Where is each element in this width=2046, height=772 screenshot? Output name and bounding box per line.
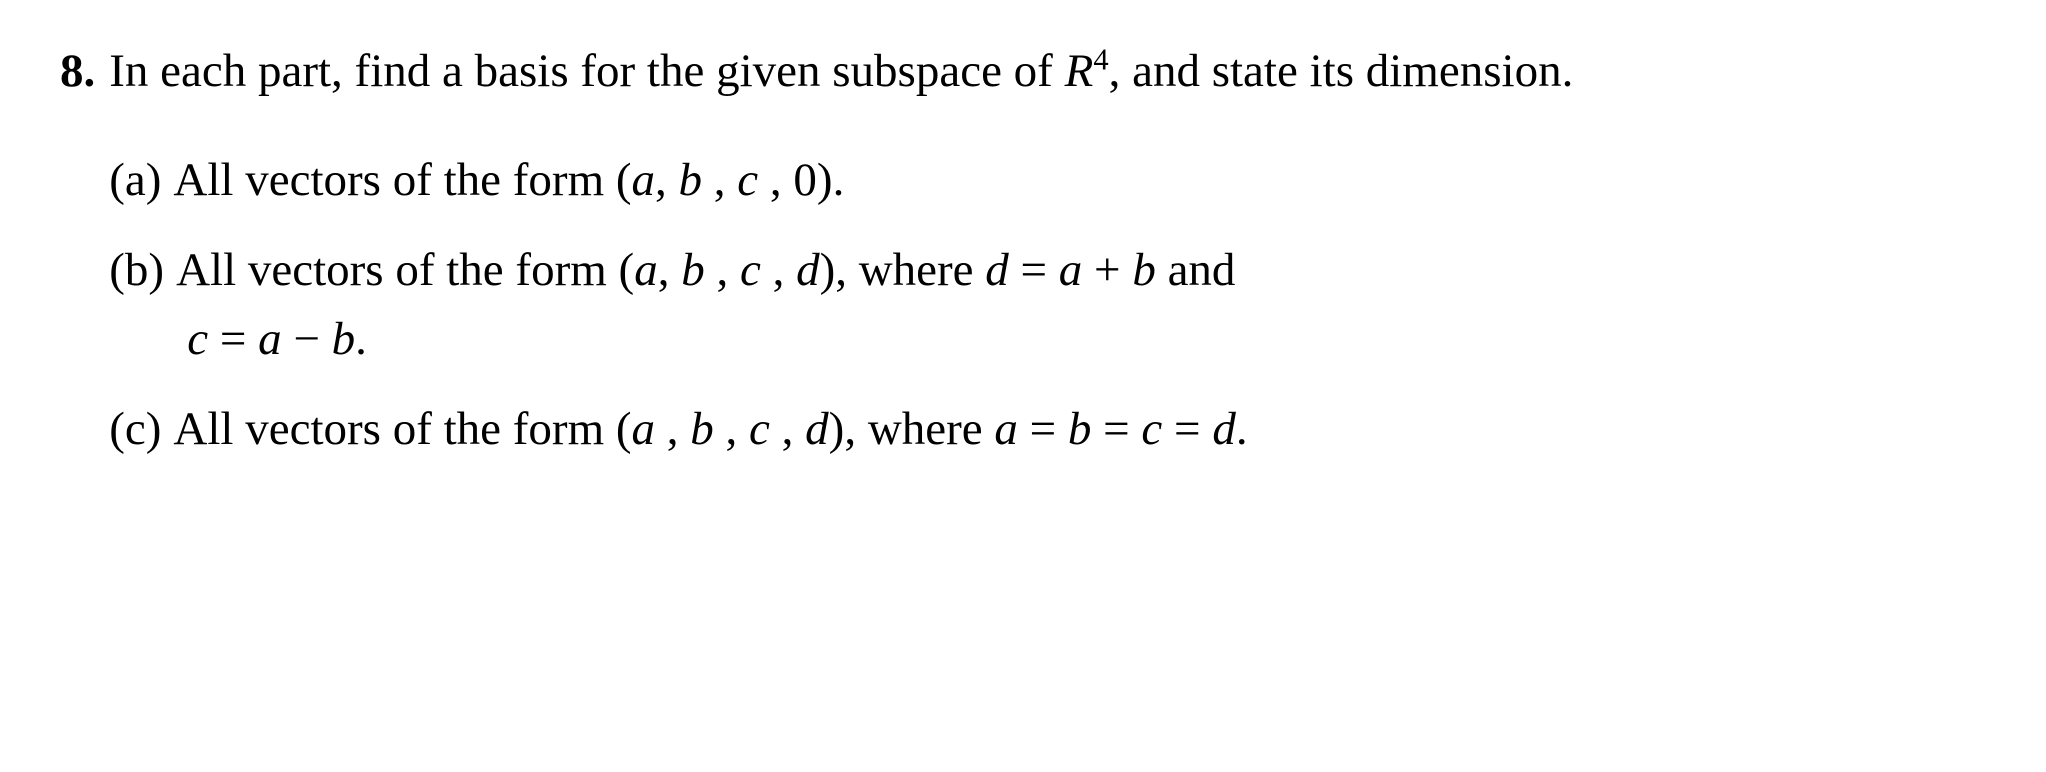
part-b-eq1-lhs: d xyxy=(985,244,1009,296)
stem-R: R xyxy=(1065,45,1094,97)
part-c-e4: d xyxy=(1212,403,1236,455)
part-b-eq1-r1: a xyxy=(1059,244,1083,296)
part-c-end: . xyxy=(1236,403,1248,455)
part-b-l2-lhs: c xyxy=(187,313,208,365)
part-b-l2-mid: = xyxy=(208,313,258,365)
part-c-v4: d xyxy=(805,403,829,455)
part-c-close: ), where xyxy=(829,403,995,455)
stem-exponent: 4 xyxy=(1093,42,1108,76)
part-b: (b) All vectors of the form (a, b , c , … xyxy=(109,239,1986,302)
part-a: (a) All vectors of the form (a, b , c , … xyxy=(109,149,1986,212)
part-a-text: All vectors of the form (a, b , c , 0). xyxy=(173,149,1986,212)
problem-body: In each part, find a basis for the given… xyxy=(109,40,1986,461)
part-c-e1: a xyxy=(994,403,1018,455)
part-c-v1: a xyxy=(632,403,656,455)
part-b-eq1-mid: = xyxy=(1009,244,1059,296)
page: 8. In each part, find a basis for the gi… xyxy=(0,0,2046,772)
part-b-close: ), where xyxy=(820,244,986,296)
part-c-v2: b xyxy=(690,403,714,455)
part-c-eq3: = xyxy=(1162,403,1212,455)
part-c-label: (c) xyxy=(109,398,161,461)
part-c-eq1: = xyxy=(1018,403,1068,455)
part-c-prefix: All vectors of the form ( xyxy=(173,403,631,455)
part-b-line2: c = a − b. xyxy=(187,308,1986,371)
part-b-text: All vectors of the form (a, b , c , d), … xyxy=(176,239,1986,302)
parts-list: (a) All vectors of the form (a, b , c , … xyxy=(109,123,1986,461)
part-b-c2: , xyxy=(705,244,740,296)
part-c: (c) All vectors of the form (a , b , c ,… xyxy=(109,398,1986,461)
part-b-c3: , xyxy=(761,244,796,296)
part-b-l2-r1: a xyxy=(258,313,282,365)
part-b-eq1-plus: + xyxy=(1082,244,1132,296)
part-c-c2: , xyxy=(714,403,749,455)
part-b-label: (b) xyxy=(109,239,164,302)
part-b-c1: , xyxy=(658,244,682,296)
part-b-prefix: All vectors of the form ( xyxy=(176,244,634,296)
stem-suffix: , and state its dimension. xyxy=(1109,45,1574,97)
part-b-l2-minus: − xyxy=(282,313,332,365)
part-b-v4: d xyxy=(796,244,820,296)
part-c-e2: b xyxy=(1068,403,1092,455)
part-b-v2: b xyxy=(681,244,705,296)
part-b-l2-end: . xyxy=(355,313,367,365)
part-a-v2: b xyxy=(679,154,703,206)
part-a-c3: , 0). xyxy=(758,154,844,206)
part-a-v1: a xyxy=(632,154,656,206)
part-a-c2: , xyxy=(702,154,737,206)
part-c-c1: , xyxy=(655,403,690,455)
problem-number: 8. xyxy=(60,40,95,461)
part-b-v3: c xyxy=(740,244,761,296)
problem-stem: In each part, find a basis for the given… xyxy=(109,40,1986,103)
part-b-eq1-r2: b xyxy=(1132,244,1156,296)
part-b-tail: and xyxy=(1156,244,1236,296)
stem-prefix: In each part, find a basis for the given… xyxy=(109,45,1064,97)
part-a-c1: , xyxy=(655,154,679,206)
part-b-l2-r2: b xyxy=(332,313,356,365)
part-c-text: All vectors of the form (a , b , c , d),… xyxy=(173,398,1986,461)
part-c-e3: c xyxy=(1141,403,1162,455)
part-b-v1: a xyxy=(634,244,658,296)
part-a-label: (a) xyxy=(109,149,161,212)
part-c-c3: , xyxy=(770,403,805,455)
part-c-v3: c xyxy=(749,403,770,455)
part-a-v3: c xyxy=(737,154,758,206)
problem-8: 8. In each part, find a basis for the gi… xyxy=(60,40,1986,461)
part-a-prefix: All vectors of the form ( xyxy=(173,154,631,206)
part-c-eq2: = xyxy=(1091,403,1141,455)
